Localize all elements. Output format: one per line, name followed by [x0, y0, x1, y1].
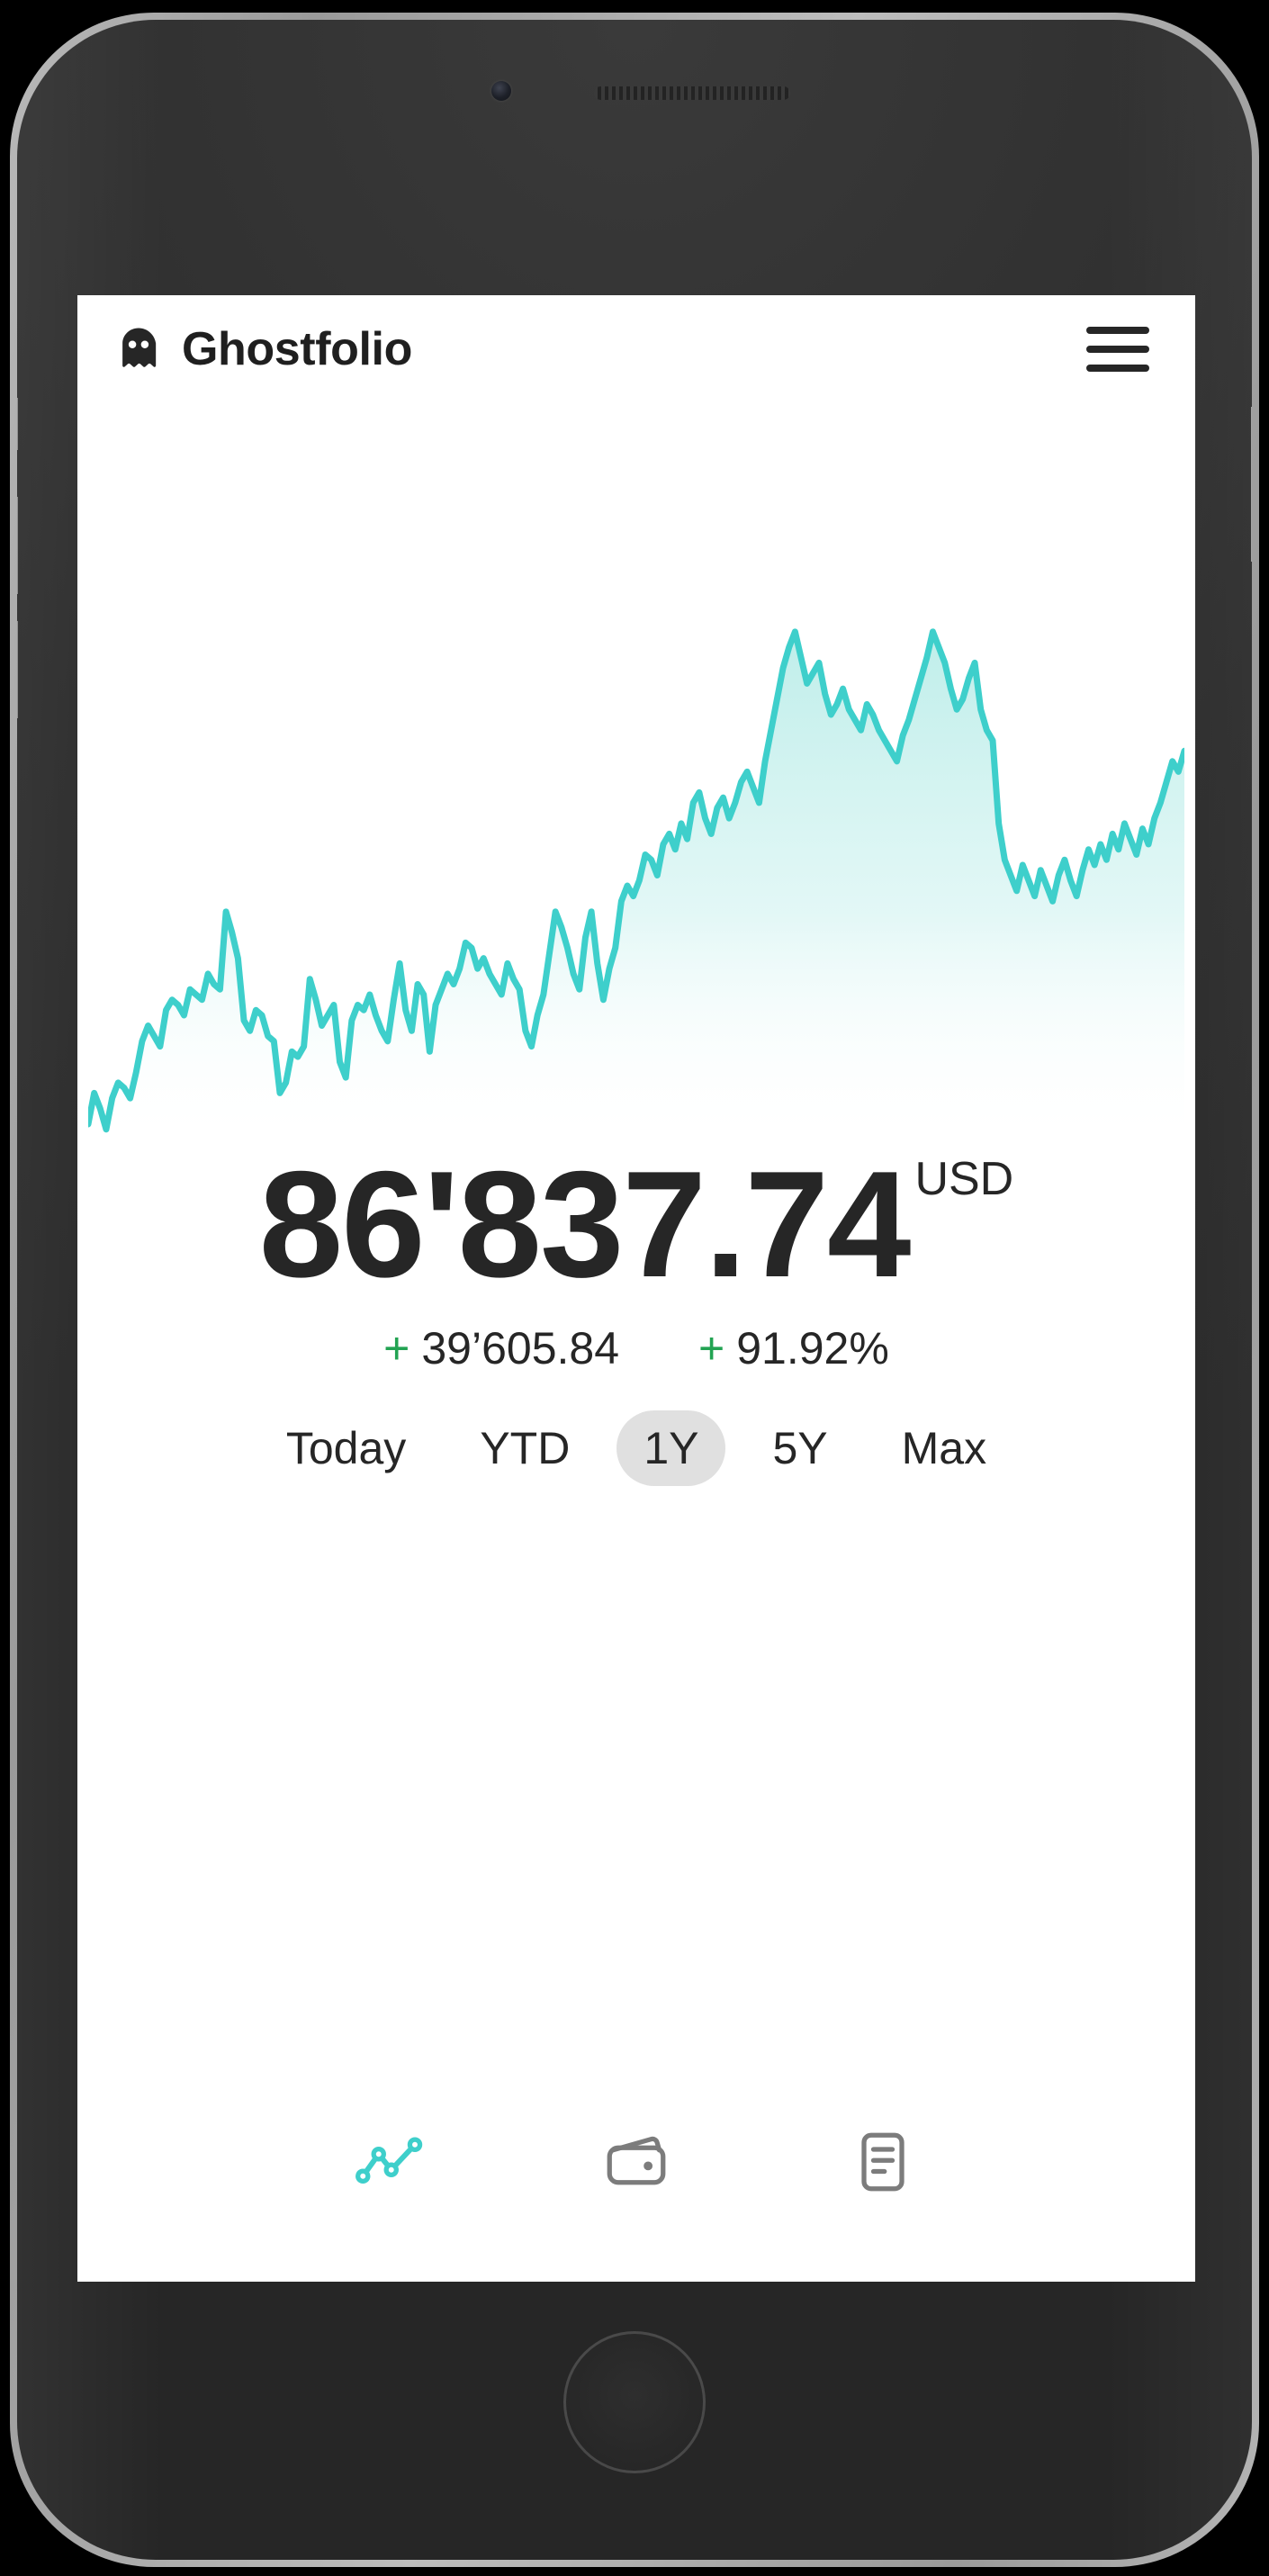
chart-area-fill: [88, 631, 1184, 1145]
range-tab-today[interactable]: Today: [259, 1410, 433, 1486]
camera-icon: [491, 81, 511, 101]
range-tab-5y[interactable]: 5Y: [745, 1410, 854, 1486]
portfolio-change-row: + 39’605.84 + 91.92%: [77, 1322, 1195, 1374]
percent-change-sign: +: [698, 1322, 725, 1374]
phone-frame: Ghostfolio: [10, 13, 1259, 2567]
absolute-change: + 39’605.84: [383, 1322, 619, 1374]
ghost-icon: [122, 328, 157, 367]
range-tab-ytd[interactable]: YTD: [453, 1410, 597, 1486]
volume-down-button[interactable]: [17, 621, 18, 718]
nav-item-summary[interactable]: [840, 2119, 926, 2205]
menu-bar-3: [1086, 365, 1149, 372]
portfolio-value-row: 86'837.74 USD: [258, 1139, 1014, 1309]
portfolio-performance-chart[interactable]: [88, 578, 1184, 1145]
volume-up-button[interactable]: [17, 497, 18, 594]
line-chart-icon: [356, 2137, 423, 2184]
absolute-change-value: 39’605.84: [421, 1322, 620, 1374]
nav-item-holdings[interactable]: [593, 2119, 680, 2205]
home-button[interactable]: [563, 2331, 706, 2473]
bottom-navigation[interactable]: [77, 2093, 1195, 2282]
speaker-grille-icon: [594, 86, 790, 100]
power-button[interactable]: [1251, 407, 1252, 562]
menu-bar-2: [1086, 346, 1149, 353]
absolute-change-sign: +: [383, 1322, 410, 1374]
portfolio-currency: USD: [914, 1153, 1014, 1205]
brand-name: Ghostfolio: [182, 323, 412, 375]
percent-change: + 91.92%: [698, 1322, 889, 1374]
percent-change-value: 91.92%: [736, 1322, 889, 1374]
brand[interactable]: Ghostfolio: [115, 326, 412, 373]
range-tab-max[interactable]: Max: [875, 1410, 1013, 1486]
menu-bar-1: [1086, 327, 1149, 334]
chart-line: [88, 632, 1184, 1130]
nav-item-analytics[interactable]: [346, 2119, 433, 2205]
range-tab-1y[interactable]: 1Y: [616, 1410, 726, 1486]
portfolio-value: 86'837.74: [258, 1139, 912, 1309]
main-content: 86'837.74 USD + 39’605.84 + 91.92%: [77, 403, 1195, 2282]
wallet-icon: [607, 2136, 666, 2185]
portfolio-chart-container[interactable]: [77, 578, 1195, 1145]
phone-screen: Ghostfolio: [77, 295, 1195, 2282]
portfolio-value-block: 86'837.74 USD + 39’605.84 + 91.92%: [77, 1139, 1195, 1374]
date-range-tabs[interactable]: Today YTD 1Y 5Y Max: [77, 1410, 1195, 1486]
silent-switch[interactable]: [17, 398, 18, 450]
app-header: Ghostfolio: [77, 295, 1195, 403]
hamburger-menu-icon[interactable]: [1076, 308, 1159, 391]
document-icon: [861, 2132, 904, 2192]
phone-body: Ghostfolio: [17, 20, 1252, 2560]
